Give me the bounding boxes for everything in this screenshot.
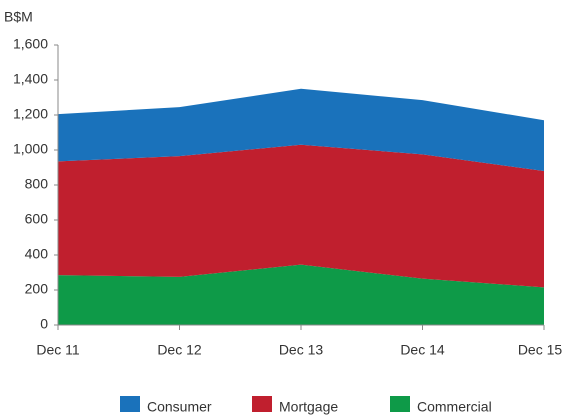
y-tick-label: 600 xyxy=(25,211,49,227)
area xyxy=(58,264,544,325)
legend-label: Mortgage xyxy=(279,399,338,415)
area xyxy=(58,88,544,171)
y-axis-label: B$M xyxy=(4,9,33,25)
y-tick-label: 1,400 xyxy=(13,71,48,87)
x-tick-label: Dec 14 xyxy=(400,342,445,358)
y-tick-label: 1,600 xyxy=(13,36,48,52)
legend-label: Consumer xyxy=(147,399,212,415)
y-tick-label: 1,000 xyxy=(13,141,48,157)
y-tick-label: 200 xyxy=(25,281,49,297)
y-tick-label: 400 xyxy=(25,246,49,262)
area xyxy=(58,144,544,288)
y-tick-label: 0 xyxy=(40,316,48,332)
legend-swatch xyxy=(120,396,140,412)
x-tick-label: Dec 12 xyxy=(157,342,202,358)
legend-swatch xyxy=(252,396,272,412)
y-tick-label: 800 xyxy=(25,176,49,192)
x-tick-label: Dec 15 xyxy=(518,342,563,358)
x-tick-label: Dec 11 xyxy=(36,342,80,358)
x-tick-label: Dec 13 xyxy=(279,342,324,358)
legend-label: Commercial xyxy=(417,399,492,415)
legend-swatch xyxy=(390,396,410,412)
y-tick-label: 1,200 xyxy=(13,106,48,122)
